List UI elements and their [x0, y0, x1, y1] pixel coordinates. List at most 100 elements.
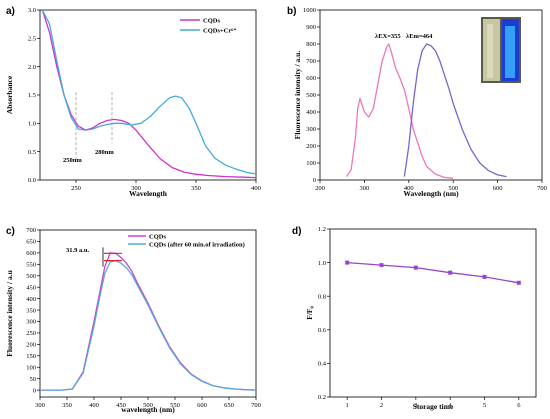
y-tick-label: 500: [26, 273, 36, 280]
panel-label: c): [6, 226, 15, 237]
y-tick-label: 800: [306, 41, 316, 48]
y-tick-label: 450: [26, 284, 36, 291]
y-tick-label: 500: [306, 92, 316, 99]
x-tick-label: 500: [448, 185, 458, 192]
y-axis-label: Absorbance: [5, 75, 14, 114]
y-tick-label: 0: [313, 177, 316, 184]
data-point: [482, 274, 487, 279]
x-tick-label: 250: [71, 185, 81, 192]
y-tick-label: 50: [30, 376, 37, 383]
x-tick-label: 500: [143, 402, 153, 409]
y-tick-label: 200: [26, 342, 36, 349]
plot-frame: [39, 9, 257, 181]
y-tick-label: 900: [306, 24, 316, 31]
x-axis-label: Storage time: [413, 402, 454, 411]
series-line-1: [40, 252, 256, 391]
y-tick-label: 150: [26, 353, 36, 360]
series-line-1: [346, 43, 454, 179]
y-tick-label: 1.0: [28, 121, 36, 128]
vial-photo: [481, 17, 521, 83]
x-axis-label: Wavelength: [129, 189, 168, 198]
annotation: λEX=355: [375, 33, 401, 40]
panel-label: d): [292, 226, 301, 237]
plot-frame: [329, 228, 537, 398]
panel-label: a): [6, 6, 15, 17]
x-tick-label: 400: [89, 402, 99, 409]
data-point: [516, 280, 521, 285]
legend-entry: CQDs: [149, 234, 166, 241]
series-line-1: [41, 10, 256, 179]
x-axis-label: wavelength (nm): [121, 405, 175, 414]
y-tick-label: 100: [26, 364, 36, 371]
x-tick-label: 400: [251, 185, 261, 192]
x-tick-label: 350: [62, 402, 72, 409]
y-tick-label: 400: [306, 109, 316, 116]
y-tick-label: 0.4: [318, 361, 327, 368]
annotation: λEm=464: [406, 33, 433, 40]
y-tick-label: 700: [306, 58, 316, 65]
panel-4: d) 1 2 3 4 5 6 0.2 0.4 0.6 0.8 1.0 1.2 Storage time F/…: [292, 226, 537, 411]
series-line-2: [403, 43, 507, 178]
y-tick-label: 350: [26, 307, 36, 314]
legend-entry: CQDs (after 60 min.of irradiation): [149, 242, 245, 249]
x-tick-label: 650: [224, 402, 234, 409]
y-tick-label: 250: [26, 330, 36, 337]
y-tick-label: 100: [306, 160, 316, 167]
x-tick-label: 1: [346, 402, 349, 409]
y-tick-label: 200: [306, 143, 316, 150]
y-axis-label: Fluorescence intensity / a.u.: [293, 51, 302, 140]
x-tick-label: 6: [517, 402, 521, 409]
panel-2: b) 200 300 400 500 600 700 0 100 200 300 400 500 600 7…: [287, 6, 547, 198]
y-tick-label: 600: [306, 75, 316, 82]
x-tick-label: 600: [197, 402, 207, 409]
y-tick-label: 600: [26, 250, 36, 257]
y-tick-label: 1.2: [318, 226, 326, 233]
x-tick-label: 200: [315, 185, 325, 192]
y-axis-label: Fluorescence intensity / a.u: [5, 270, 14, 357]
series-line-1: [347, 261, 519, 284]
x-tick-label: 600: [493, 185, 503, 192]
x-tick-label: 300: [360, 185, 370, 192]
y-tick-label: 300: [26, 319, 36, 326]
y-tick-label: 0.0: [28, 177, 36, 184]
y-tick-label: 1000: [303, 7, 316, 14]
y-tick-label: 3.0: [28, 7, 36, 14]
x-axis-label: Wavelength (nm): [403, 189, 459, 198]
legend-entry: CQDs+Cr⁶⁺: [203, 28, 237, 35]
y-axis-label: F/F₀: [305, 306, 314, 320]
data-point: [345, 260, 350, 265]
x-tick-label: 350: [191, 185, 201, 192]
y-tick-label: 0.5: [28, 149, 36, 156]
panel-label: b): [287, 6, 296, 17]
x-tick-label: 4: [449, 402, 453, 409]
y-tick-label: 1.0: [318, 260, 326, 267]
y-tick-label: 650: [26, 239, 36, 246]
panel-1: a) 250 300 350 400 0.0 0.5 1.0 1.5 2.0 2.5 3.0 Wavel…: [5, 6, 261, 198]
x-tick-label: 700: [537, 185, 547, 192]
series-line-2: [40, 260, 256, 391]
y-tick-label: 0.6: [318, 327, 327, 334]
annotation: 31.9 a.u.: [66, 247, 89, 254]
data-point: [413, 265, 418, 270]
y-tick-label: 700: [26, 227, 36, 234]
annotation: 250nm: [63, 157, 82, 164]
y-tick-label: 0: [33, 387, 36, 394]
y-tick-label: 2.0: [28, 64, 36, 71]
y-tick-label: 400: [26, 296, 36, 303]
x-tick-label: 2: [380, 402, 383, 409]
y-tick-label: 300: [306, 126, 316, 133]
x-tick-label: 3: [414, 402, 417, 409]
plot-frame: [39, 229, 257, 398]
y-tick-label: 2.5: [28, 36, 36, 43]
y-tick-label: 1.5: [28, 92, 36, 99]
panel-3: c) 300 350 400 450 500 550 600 650 700 0 50 100 150 20…: [5, 226, 261, 414]
series-line-2: [41, 10, 256, 175]
annotation: 280nm: [95, 149, 114, 156]
x-tick-label: 450: [116, 402, 126, 409]
legend-entry: CQDs: [203, 18, 220, 25]
x-tick-label: 300: [35, 402, 45, 409]
y-tick-label: 550: [26, 262, 36, 269]
x-tick-label: 700: [251, 402, 261, 409]
x-tick-label: 300: [131, 185, 141, 192]
